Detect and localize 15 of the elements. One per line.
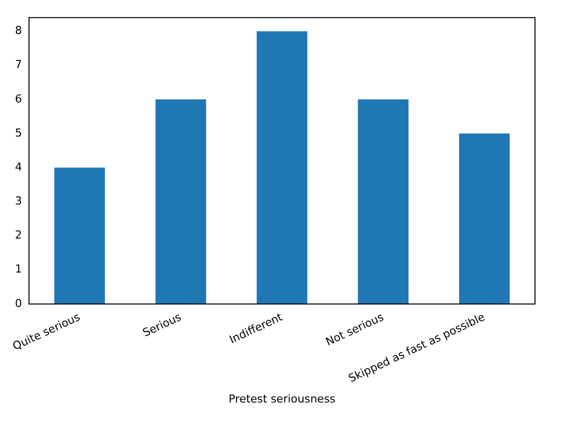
y-tick-label: 7 bbox=[15, 58, 22, 72]
y-tick-label: 6 bbox=[15, 92, 22, 106]
bar bbox=[256, 31, 308, 304]
y-tick-label: 3 bbox=[15, 194, 22, 208]
y-tick-label: 2 bbox=[15, 228, 22, 242]
y-tick-label: 0 bbox=[15, 296, 22, 310]
bar bbox=[54, 168, 105, 304]
bar bbox=[459, 134, 510, 304]
y-tick-label: 1 bbox=[15, 262, 22, 276]
y-tick-label: 8 bbox=[15, 24, 22, 38]
y-tick-label: 4 bbox=[15, 160, 22, 174]
y-tick-label: 5 bbox=[15, 126, 22, 140]
x-axis-title: Pretest seriousness bbox=[228, 392, 336, 406]
bar bbox=[156, 99, 206, 304]
bar bbox=[358, 99, 408, 304]
